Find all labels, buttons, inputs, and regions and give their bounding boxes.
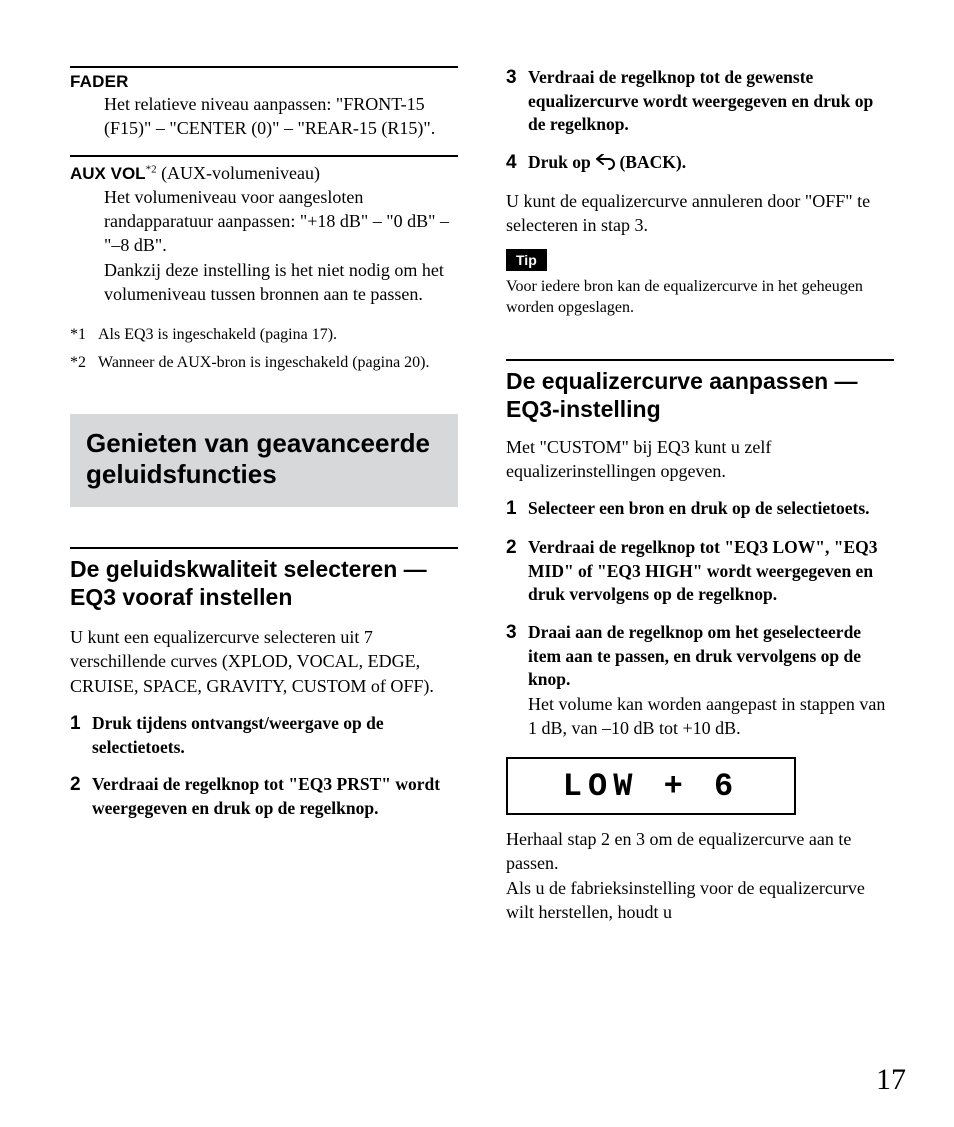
subsection-eq3-preset: De geluidskwaliteit selecteren — EQ3 voo… <box>70 547 458 820</box>
footnote-1: *1 Als EQ3 is ingeschakeld (pagina 17). <box>70 324 458 346</box>
footnote-2: *2 Wanneer de AUX-bron is ingeschakeld (… <box>70 352 458 374</box>
divider <box>506 359 894 361</box>
tip-badge: Tip <box>506 249 547 271</box>
footnote-2-mark: *2 <box>70 352 98 374</box>
divider <box>70 66 458 68</box>
step-4-pre: Druk op <box>528 152 595 172</box>
step-4-post: (BACK). <box>619 152 686 172</box>
step-1-number: 1 <box>70 712 92 759</box>
factory-reset-note: Als u de fabrieksinstelling voor de equa… <box>506 876 894 925</box>
custom-step-1-text: Selecteer een bron en druk op de selecti… <box>528 497 870 522</box>
step-2-text: Verdraai de regelknop tot "EQ3 PRST" wor… <box>92 773 458 820</box>
step-3: 3 Verdraai de regelknop tot de gewenste … <box>506 66 894 137</box>
step-4: 4 Druk op (BACK). <box>506 151 894 177</box>
eq3-custom-intro: Met "CUSTOM" bij EQ3 kunt u zelf equaliz… <box>506 435 894 484</box>
custom-step-3-text: Draai aan de regelknop om het geselectee… <box>528 621 894 741</box>
footnote-2-text: Wanneer de AUX-bron is ingeschakeld (pag… <box>98 352 430 374</box>
subsection-eq3-custom: De equalizercurve aanpassen — EQ3-instel… <box>506 359 894 925</box>
section-heading-box: Genieten van geavanceerde geluidsfunctie… <box>70 414 458 507</box>
step-4-text: Druk op (BACK). <box>528 151 686 177</box>
custom-step-3: 3 Draai aan de regelknop om het geselect… <box>506 621 894 741</box>
step-3-text: Verdraai de regelknop tot de gewenste eq… <box>528 66 894 137</box>
step-2-number: 2 <box>70 773 92 820</box>
aux-paren: (AUX-volumeniveau) <box>157 163 320 183</box>
step-1: 1 Druk tijdens ontvangst/weergave op de … <box>70 712 458 759</box>
fader-block: FADER Het relatieve niveau aanpassen: "F… <box>70 72 458 141</box>
page-number: 17 <box>876 1063 906 1097</box>
lcd-text: LOW + 6 <box>563 768 739 805</box>
fader-label: FADER <box>70 72 129 91</box>
cancel-note: U kunt de equalizercurve annuleren door … <box>506 189 894 238</box>
left-column: FADER Het relatieve niveau aanpassen: "F… <box>70 66 458 924</box>
step-4-number: 4 <box>506 151 528 177</box>
eq3-preset-intro: U kunt een equalizercurve selecteren uit… <box>70 625 458 698</box>
aux-text-1: Het volumeniveau voor aangesloten randap… <box>70 185 458 258</box>
custom-step-1: 1 Selecteer een bron en druk op de selec… <box>506 497 894 522</box>
step-3-number: 3 <box>506 66 528 137</box>
repeat-note: Herhaal stap 2 en 3 om de equalizercurve… <box>506 827 894 876</box>
step-1-text: Druk tijdens ontvangst/weergave op de se… <box>92 712 458 759</box>
custom-step-3-number: 3 <box>506 621 528 741</box>
aux-block: AUX VOL*2 (AUX-volumeniveau) Het volumen… <box>70 161 458 307</box>
aux-vol-label: AUX VOL <box>70 164 146 183</box>
subheading-eq3-custom: De equalizercurve aanpassen — EQ3-instel… <box>506 367 894 423</box>
footnote-1-text: Als EQ3 is ingeschakeld (pagina 17). <box>98 324 337 346</box>
section-title: Genieten van geavanceerde geluidsfunctie… <box>86 428 442 491</box>
tip-text: Voor iedere bron kan de equalizercurve i… <box>506 277 894 319</box>
step-2: 2 Verdraai de regelknop tot "EQ3 PRST" w… <box>70 773 458 820</box>
manual-page: FADER Het relatieve niveau aanpassen: "F… <box>0 0 954 1127</box>
custom-step-3-bold: Draai aan de regelknop om het geselectee… <box>528 622 861 689</box>
footnote-1-mark: *1 <box>70 324 98 346</box>
divider <box>70 547 458 549</box>
subheading-eq3-preset: De geluidskwaliteit selecteren — EQ3 voo… <box>70 555 458 611</box>
two-column-layout: FADER Het relatieve niveau aanpassen: "F… <box>70 66 894 924</box>
custom-step-1-number: 1 <box>506 497 528 522</box>
right-column: 3 Verdraai de regelknop tot de gewenste … <box>506 66 894 924</box>
divider <box>70 155 458 157</box>
aux-text-2: Dankzij deze instelling is het niet nodi… <box>70 258 458 307</box>
custom-step-2-number: 2 <box>506 536 528 607</box>
aux-footnote-mark: *2 <box>146 163 157 175</box>
lcd-display: LOW + 6 <box>506 757 796 815</box>
fader-text: Het relatieve niveau aanpassen: "FRONT-1… <box>70 92 458 141</box>
custom-step-2: 2 Verdraai de regelknop tot "EQ3 LOW", "… <box>506 536 894 607</box>
custom-step-3-plain: Het volume kan worden aangepast in stapp… <box>528 694 885 739</box>
custom-step-2-text: Verdraai de regelknop tot "EQ3 LOW", "EQ… <box>528 536 894 607</box>
back-icon <box>595 153 615 177</box>
